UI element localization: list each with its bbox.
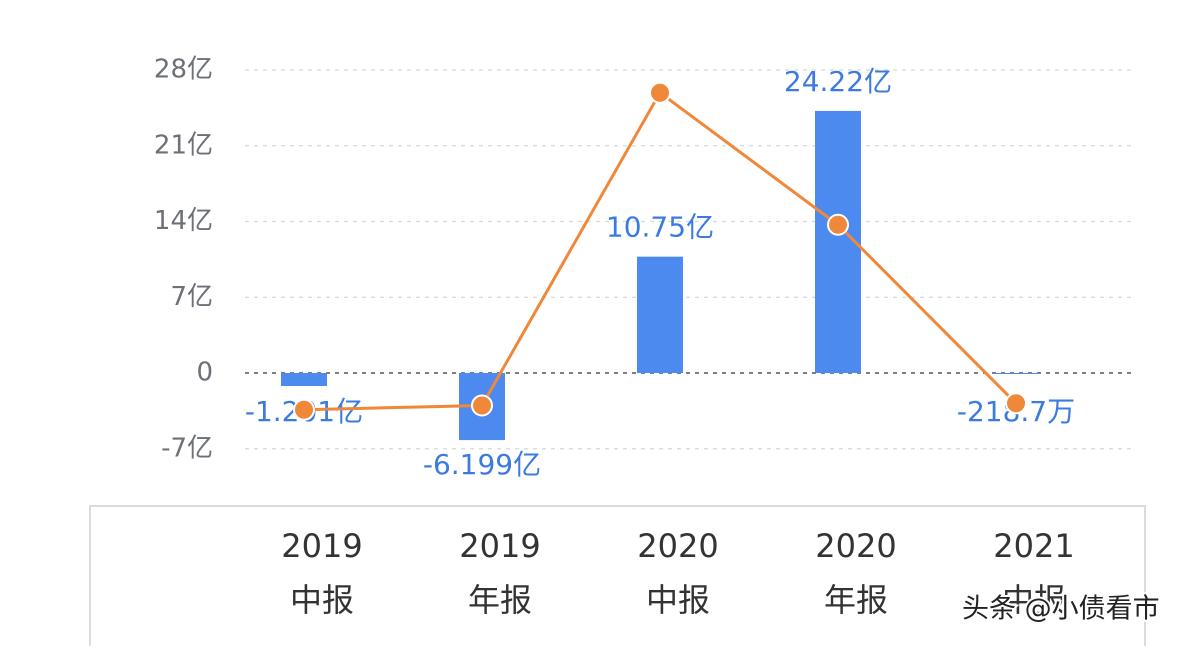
x-tick-label: 2019 bbox=[459, 527, 540, 565]
y-tick-label: 28亿 bbox=[154, 55, 213, 85]
x-tick-label: 2019 bbox=[281, 527, 362, 565]
x-tick-label: 2020 bbox=[815, 527, 896, 565]
line-point bbox=[827, 213, 849, 236]
x-tick-label: 2021 bbox=[993, 527, 1074, 565]
line-point bbox=[1005, 392, 1027, 415]
x-tick-label: 中报 bbox=[290, 581, 354, 619]
x-tick-label: 年报 bbox=[824, 581, 888, 619]
watermark: 头条 @小债看市 bbox=[962, 594, 1160, 625]
y-tick-label: 21亿 bbox=[154, 130, 213, 160]
x-tick-label: 年报 bbox=[468, 581, 532, 619]
bar bbox=[993, 373, 1039, 374]
value-label: -6.199亿 bbox=[423, 448, 541, 481]
line-point bbox=[293, 398, 315, 421]
y-tick-label: 7亿 bbox=[170, 282, 213, 312]
x-tick-label: 2020 bbox=[637, 527, 718, 565]
y-tick-label: -7亿 bbox=[161, 433, 213, 463]
bar bbox=[637, 256, 683, 373]
line-point bbox=[649, 81, 671, 104]
x-tick-label: 中报 bbox=[1002, 581, 1066, 619]
value-label: 10.75亿 bbox=[606, 211, 714, 244]
value-label: 24.22亿 bbox=[784, 65, 892, 98]
line-point bbox=[471, 394, 493, 417]
y-tick-label: 0 bbox=[196, 358, 213, 388]
x-tick-label: 中报 bbox=[646, 581, 710, 619]
bar bbox=[281, 373, 327, 386]
category-box bbox=[89, 505, 1146, 646]
y-tick-label: 14亿 bbox=[154, 206, 213, 236]
